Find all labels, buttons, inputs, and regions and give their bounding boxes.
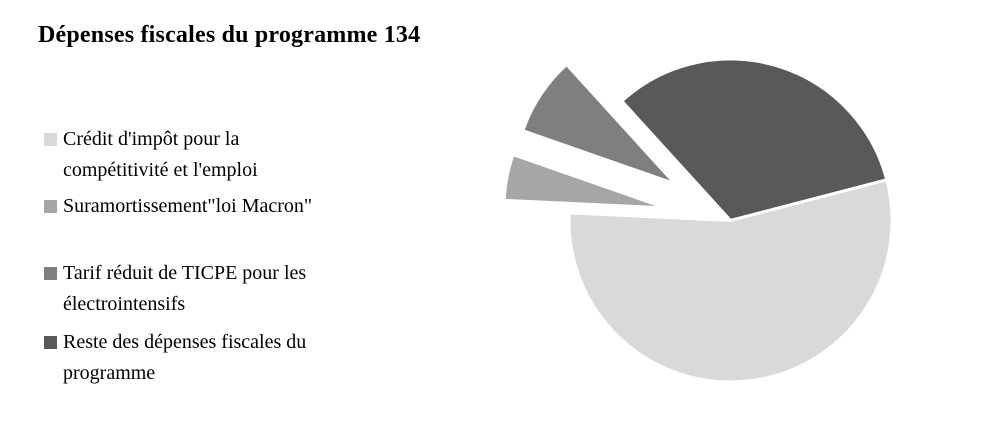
legend-marker-suramortissement bbox=[44, 200, 57, 213]
legend-item-ticpe: Tarif réduit de TICPE pour les électroin… bbox=[44, 258, 394, 320]
legend-marker-cice bbox=[44, 133, 57, 146]
chart-title: Dépenses fiscales du programme 134 bbox=[38, 22, 421, 48]
legend-label-reste: Reste des dépenses fiscales du programme bbox=[63, 331, 307, 384]
pie-slice-cice bbox=[567, 178, 894, 384]
legend-label-cice: Crédit d'impôt pour la compétitivité et … bbox=[63, 128, 258, 181]
legend: Crédit d'impôt pour la compétitivité et … bbox=[0, 0, 430, 438]
legend-label-suramortissement: Suramortissement"loi Macron" bbox=[63, 195, 313, 217]
pie-slice-reste bbox=[620, 57, 889, 222]
legend-item-reste: Reste des dépenses fiscales du programme bbox=[44, 327, 394, 389]
legend-item-cice: Crédit d'impôt pour la compétitivité et … bbox=[44, 124, 394, 186]
pie-slice-ticpe bbox=[521, 63, 677, 186]
pie-slice-suramortissement bbox=[502, 153, 667, 210]
legend-item-suramortissement: Suramortissement"loi Macron" bbox=[44, 191, 394, 222]
legend-label-ticpe: Tarif réduit de TICPE pour les électroin… bbox=[63, 262, 307, 315]
legend-marker-ticpe bbox=[44, 267, 57, 280]
legend-marker-reste bbox=[44, 336, 57, 349]
